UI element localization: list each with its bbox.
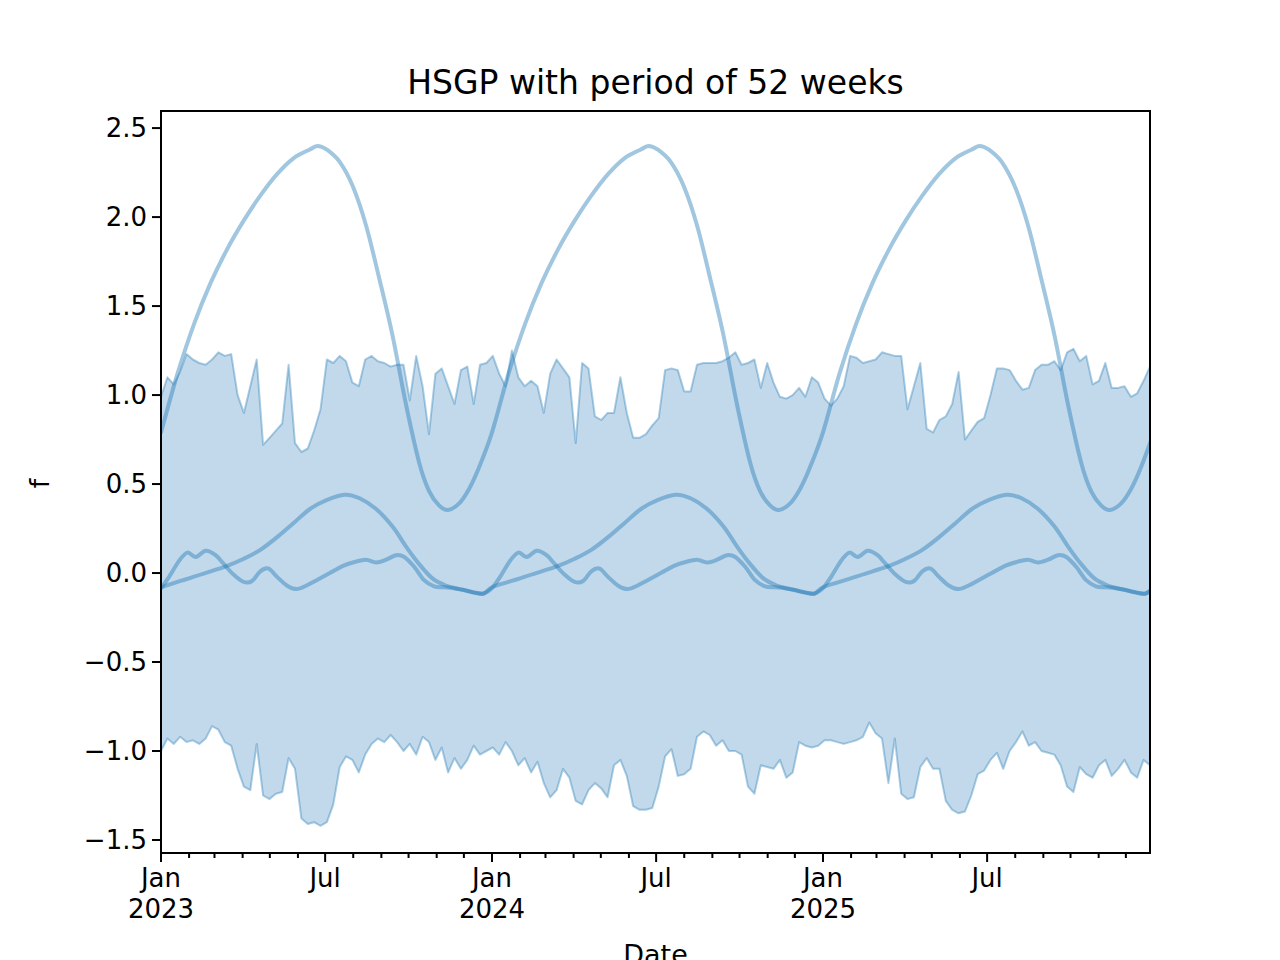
chart-title: HSGP with period of 52 weeks — [161, 64, 1150, 102]
y-tick-label: 2.0 — [0, 202, 147, 232]
x-axis-label: Date — [161, 939, 1150, 960]
plot-contents — [161, 146, 1154, 826]
x-tick-label: Jan2024 — [412, 863, 572, 925]
y-tick-label: 2.5 — [0, 113, 147, 143]
x-tick-label: Jul — [907, 863, 1067, 894]
x-tick-label: Jan2023 — [81, 863, 241, 925]
y-tick-label: −1.5 — [0, 825, 147, 855]
x-tick-label: Jan2025 — [743, 863, 903, 925]
plot-area — [0, 0, 1280, 960]
credible-band — [161, 349, 1150, 826]
y-tick-label: 0.0 — [0, 558, 147, 588]
x-tick-label: Jul — [576, 863, 736, 894]
figure: HSGP with period of 52 weeks f Date 2.52… — [0, 0, 1280, 960]
y-tick-label: −0.5 — [0, 647, 147, 677]
y-tick-label: 1.0 — [0, 380, 147, 410]
y-tick-label: 1.5 — [0, 291, 147, 321]
x-tick-label: Jul — [245, 863, 405, 894]
y-tick-label: −1.0 — [0, 736, 147, 766]
y-tick-label: 0.5 — [0, 469, 147, 499]
